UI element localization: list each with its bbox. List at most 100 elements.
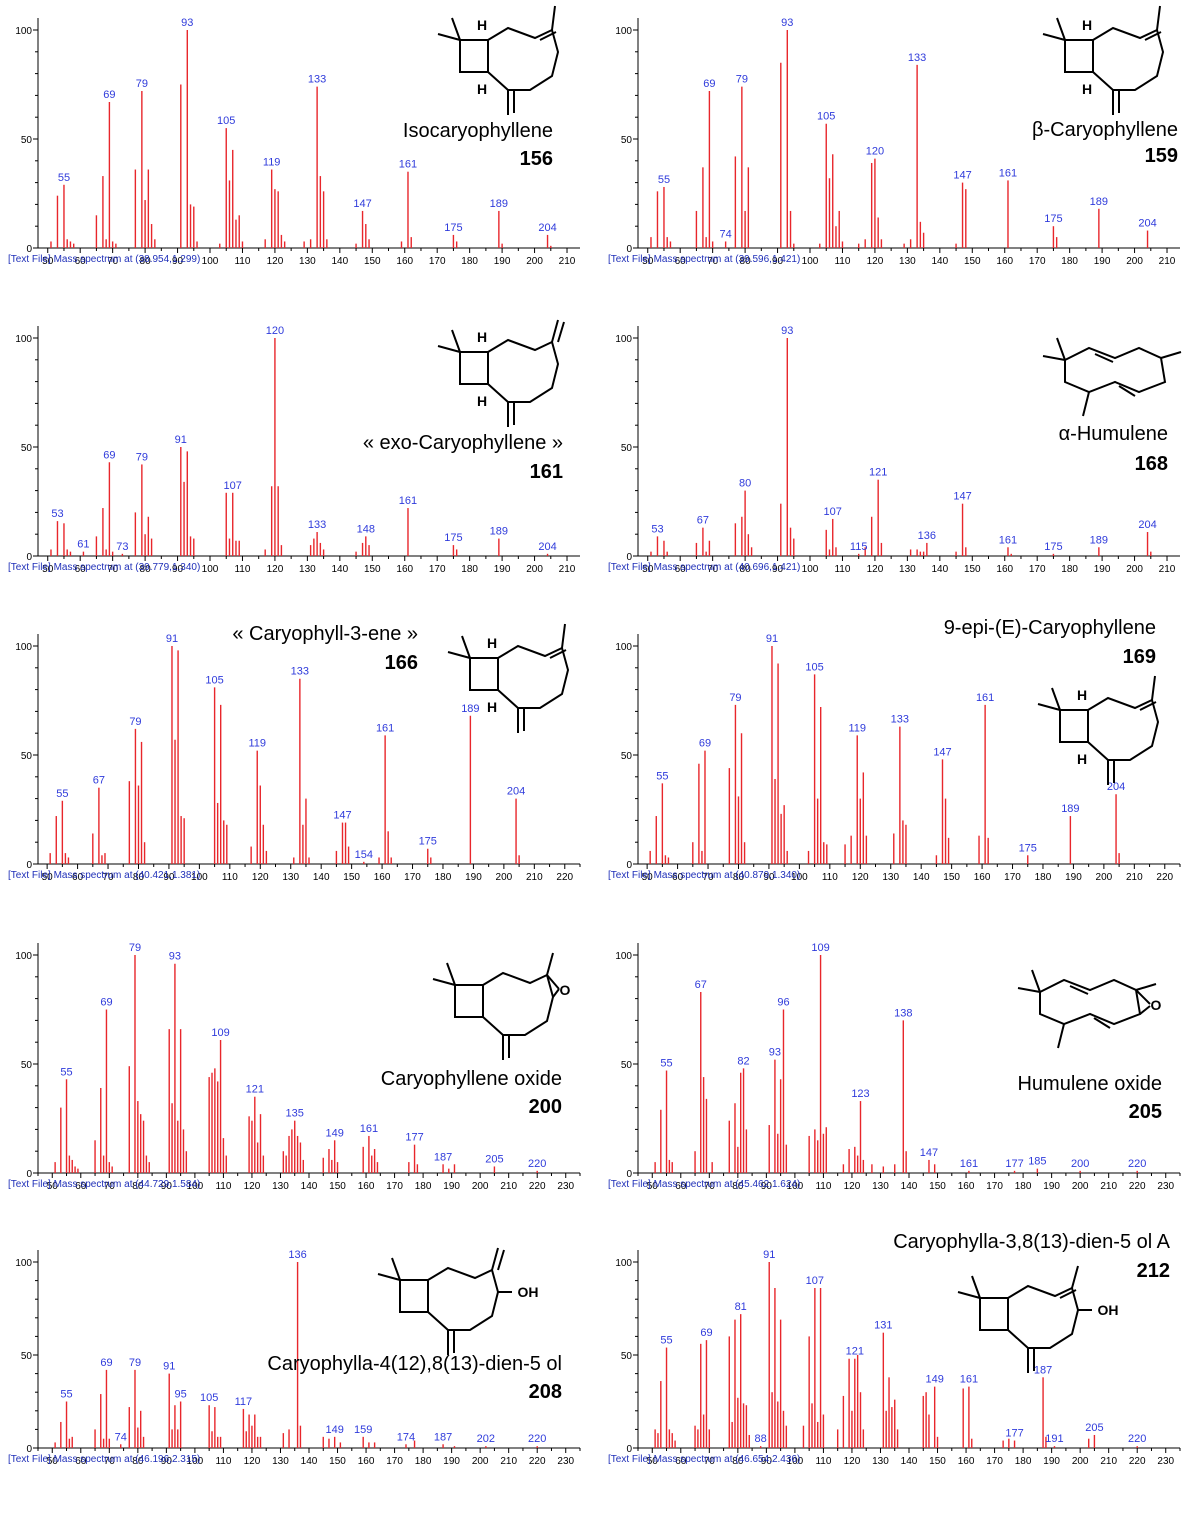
y-tick-label: 100 [615, 951, 632, 962]
x-tick-label: 100 [787, 1456, 804, 1467]
y-tick-label: 0 [626, 1169, 632, 1180]
molecule-structure [1042, 337, 1182, 417]
peak-label: 189 [490, 198, 508, 210]
x-tick-label: 190 [1043, 1456, 1060, 1467]
peak-label: 120 [266, 325, 284, 337]
peak-label: 55 [60, 1066, 72, 1078]
x-tick-label: 130 [899, 564, 916, 575]
x-tick-label: 160 [974, 872, 991, 883]
peak-label: 88 [755, 1433, 767, 1445]
compound-name: Caryophyllene oxide [381, 1068, 562, 1090]
x-tick-label: 220 [1156, 872, 1173, 883]
peak-label: 67 [697, 515, 709, 527]
spectrum-panel: 50 60 70 80 90 100 110 120 130 140 150 160 170 180 190… [0, 308, 594, 608]
peak-label: 55 [660, 1335, 672, 1347]
x-tick-label: 170 [386, 1181, 403, 1192]
peak-label: 161 [376, 722, 394, 734]
peak-label: 133 [308, 74, 326, 86]
peak-label: 69 [100, 997, 112, 1009]
spectrum-panel: 50 60 70 80 90 100 110 120 130 140 150 160 170 180 190… [0, 1232, 594, 1500]
x-tick-label: 210 [1100, 1181, 1117, 1192]
peak-label: 80 [739, 478, 751, 490]
peak-label: 93 [181, 17, 193, 29]
y-tick-label: 100 [615, 642, 632, 653]
peak-label: 69 [700, 1327, 712, 1339]
spectrum-footer: [Text File] Mass spectrum at (40.421,1.3… [8, 870, 200, 881]
spectrum-chart: 50 60 70 80 90 100 110 120 130 140 150 160 170 180 190… [608, 1249, 1181, 1467]
x-tick-label: 60 [675, 1181, 687, 1192]
peak-label: 119 [248, 738, 266, 750]
x-tick-label: 120 [244, 1181, 261, 1192]
x-tick-label: 70 [102, 872, 114, 883]
x-tick-label: 120 [844, 1456, 861, 1467]
molecule-structure: HH [437, 5, 560, 115]
peak-label: 138 [894, 1007, 912, 1019]
spectrum-panel: 50 60 70 80 90 100 110 120 130 140 150 160 170 180 190… [600, 1232, 1188, 1500]
x-tick-label: 100 [187, 1181, 204, 1192]
x-tick-label: 130 [282, 872, 299, 883]
x-tick-label: 150 [929, 1456, 946, 1467]
y-tick-label: 50 [21, 751, 33, 762]
x-tick-label: 130 [899, 256, 916, 267]
x-tick-label: 160 [358, 1456, 375, 1467]
x-tick-label: 120 [267, 256, 284, 267]
x-tick-label: 180 [435, 872, 452, 883]
peak-label: 79 [136, 78, 148, 90]
peak-label: 147 [920, 1147, 938, 1159]
peak-label: 177 [405, 1132, 423, 1144]
spectrum-chart: 50 60 70 80 90 100 110 120 130 140 150 160 170 180 190… [608, 633, 1181, 883]
peak-label: 95 [175, 1389, 187, 1401]
peak-label: 175 [1044, 541, 1062, 553]
spectrum-footer: [Text File] Mass spectrum at (39.596,1.4… [608, 254, 800, 265]
x-tick-label: 210 [559, 256, 576, 267]
peak-label: 187 [434, 1151, 452, 1163]
x-tick-label: 120 [867, 564, 884, 575]
y-tick-label: 50 [21, 1351, 33, 1362]
compound-number: 168 [1135, 453, 1168, 475]
x-tick-label: 200 [472, 1456, 489, 1467]
peak-label: 133 [908, 52, 926, 64]
spectrum-footer: [Text File] Mass spectrum at (40.879,1.3… [608, 870, 800, 881]
x-tick-label: 210 [559, 564, 576, 575]
compound-number: 212 [1137, 1260, 1170, 1282]
x-tick-label: 150 [364, 256, 381, 267]
peak-label: 189 [490, 526, 508, 538]
spectrum-footer: [Text File] Mass spectrum at (44.729,1.5… [8, 1179, 200, 1190]
y-tick-label: 50 [621, 443, 633, 454]
peak-label: 204 [507, 786, 525, 798]
peak-label: 91 [166, 633, 178, 645]
peak-label: 147 [933, 746, 951, 758]
y-tick-label: 0 [626, 1444, 632, 1455]
x-tick-label: 180 [461, 256, 478, 267]
peak-label: 220 [528, 1433, 546, 1445]
x-tick-label: 80 [740, 564, 752, 575]
peak-label: 189 [1090, 534, 1108, 546]
peak-label: 93 [781, 17, 793, 29]
compound-name: β-Caryophyllene [1032, 119, 1178, 141]
x-tick-label: 70 [702, 872, 714, 883]
peak-label: 69 [103, 89, 115, 101]
spectrum-panel: 50 60 70 80 90 100 110 120 130 140 150 160 170 180 190… [600, 308, 1188, 608]
x-tick-label: 70 [104, 1456, 116, 1467]
spectrum-panel: 50 60 70 80 90 100 110 120 130 140 150 160 170 180 190… [600, 616, 1188, 916]
peak-label: 79 [129, 942, 141, 954]
x-tick-label: 90 [161, 1456, 173, 1467]
x-tick-label: 150 [343, 872, 360, 883]
peak-label: 175 [444, 222, 462, 234]
y-tick-label: 0 [26, 244, 32, 255]
peak-label: 147 [953, 491, 971, 503]
spectrum-chart: 50 60 70 80 90 100 110 120 130 140 150 160 170 180 190… [608, 17, 1180, 267]
x-tick-label: 80 [133, 872, 145, 883]
x-tick-label: 170 [1004, 872, 1021, 883]
compound-name: Caryophylla-4(12),8(13)-dien-5 ol [267, 1353, 562, 1375]
peak-label: 55 [60, 1389, 72, 1401]
molecule-structure: OH [957, 1265, 1119, 1373]
x-tick-label: 60 [75, 256, 87, 267]
x-tick-label: 100 [802, 564, 819, 575]
molecule-structure: OH [377, 1247, 539, 1355]
peak-label: 161 [399, 495, 417, 507]
peak-label: 220 [1128, 1433, 1146, 1445]
x-tick-label: 50 [642, 564, 654, 575]
compound-number: 200 [529, 1096, 562, 1118]
peak-label: 204 [1138, 218, 1156, 230]
